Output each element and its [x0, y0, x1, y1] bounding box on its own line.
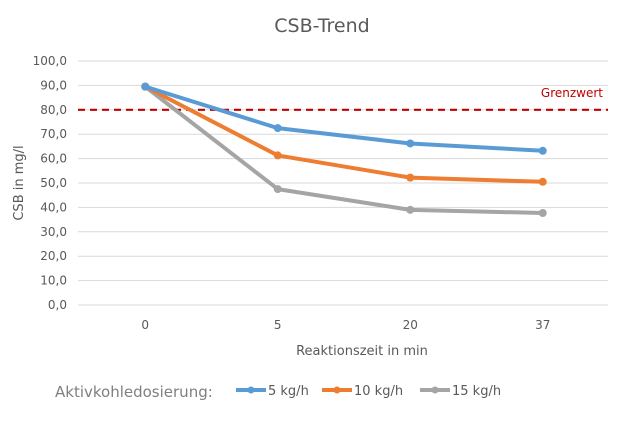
legend-marker [431, 386, 439, 394]
y-tick-label: 90,0 [40, 78, 67, 92]
data-point [538, 209, 547, 218]
y-tick-label: 20,0 [40, 249, 67, 263]
x-tick-labels: 0 5 20 37 [141, 318, 550, 332]
legend-label: 5 kg/h [268, 384, 309, 399]
y-tick-labels: 0,0 10,0 20,0 30,0 40,0 50,0 60,0 70,0 80,0 90,0 1… [33, 54, 67, 312]
legend-label: 15 kg/h [452, 384, 501, 399]
legend-marker [333, 386, 341, 394]
grenzwert-label: Grenzwert [541, 86, 603, 100]
x-tick-label: 5 [274, 318, 282, 332]
y-tick-label: 10,0 [40, 274, 67, 288]
data-point [273, 185, 282, 194]
legend: 5 kg/h 10 kg/h 15 kg/h [236, 384, 501, 399]
y-tick-label: 30,0 [40, 225, 67, 239]
series-lines [141, 82, 547, 218]
chart-title: CSB-Trend [274, 15, 369, 37]
legend-marker [247, 386, 255, 394]
x-axis-label: Reaktionszeit in min [296, 344, 428, 359]
data-point [406, 173, 415, 182]
x-tick-label: 0 [141, 318, 149, 332]
y-tick-label: 0,0 [48, 298, 67, 312]
y-tick-label: 60,0 [40, 152, 67, 166]
y-axis-label: CSB in mg/l [12, 145, 27, 220]
y-tick-label: 50,0 [40, 176, 67, 190]
x-tick-label: 20 [403, 318, 418, 332]
x-tick-label: 37 [535, 318, 550, 332]
y-tick-label: 100,0 [33, 54, 67, 68]
y-tick-label: 70,0 [40, 127, 67, 141]
data-point [538, 177, 547, 186]
legend-title: Aktivkohledosierung: [55, 383, 213, 401]
series-line [144, 84, 543, 153]
data-point [273, 151, 282, 160]
legend-label: 10 kg/h [354, 384, 403, 399]
y-tick-label: 40,0 [40, 200, 67, 214]
series-line [144, 85, 543, 216]
data-point [406, 205, 415, 214]
series-line [144, 84, 543, 184]
data-point [141, 82, 150, 91]
data-point [538, 146, 547, 155]
data-point [406, 139, 415, 148]
y-tick-label: 80,0 [40, 103, 67, 117]
data-point [273, 124, 282, 133]
